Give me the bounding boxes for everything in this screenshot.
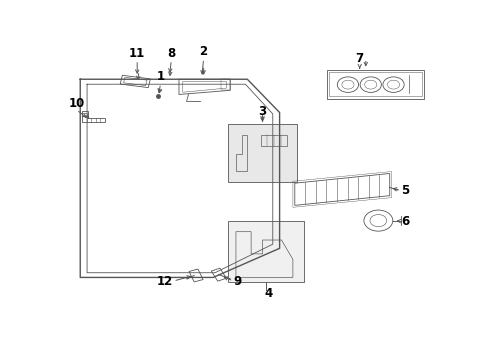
FancyBboxPatch shape bbox=[228, 123, 297, 182]
Text: 3: 3 bbox=[258, 105, 267, 118]
Text: 1: 1 bbox=[157, 71, 165, 84]
Text: 6: 6 bbox=[401, 215, 409, 228]
Text: 7: 7 bbox=[356, 52, 364, 66]
Text: 5: 5 bbox=[401, 184, 409, 197]
Text: 2: 2 bbox=[199, 45, 208, 58]
Text: 10: 10 bbox=[68, 97, 85, 110]
Text: 8: 8 bbox=[167, 47, 175, 60]
Text: 9: 9 bbox=[233, 275, 242, 288]
Text: 12: 12 bbox=[157, 275, 173, 288]
FancyBboxPatch shape bbox=[228, 221, 304, 282]
Text: 11: 11 bbox=[129, 47, 146, 60]
Text: 4: 4 bbox=[264, 287, 272, 300]
